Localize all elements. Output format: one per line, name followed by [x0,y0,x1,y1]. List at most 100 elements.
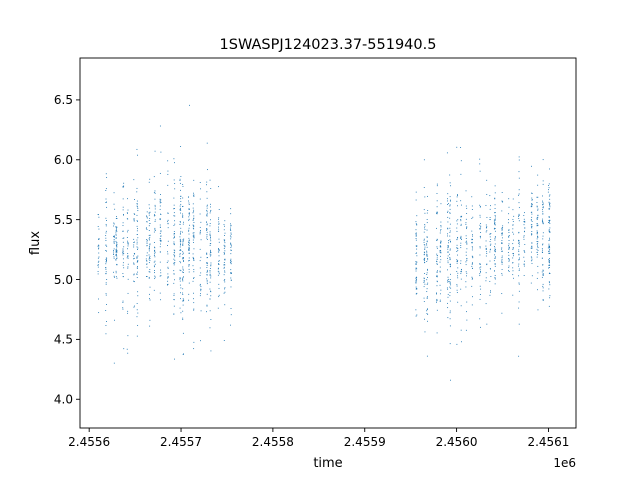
data-point [416,248,418,250]
data-point [542,235,544,237]
data-point [230,225,232,227]
data-point [489,219,491,221]
data-point [508,248,510,249]
data-point [182,278,184,280]
data-point [512,247,514,249]
data-point [494,219,496,221]
data-point [167,260,169,262]
data-point [154,252,156,254]
data-point [479,228,481,230]
data-point [199,198,201,200]
data-point [230,213,232,215]
data-point [548,267,549,269]
data-point [501,242,502,244]
data-point [465,254,467,256]
data-point [160,269,162,271]
data-point [423,241,425,243]
data-point [199,274,201,276]
data-point [134,253,136,255]
data-point [541,257,543,259]
data-point [173,231,175,233]
data-point [97,261,99,263]
data-point [415,234,417,236]
data-point [480,227,482,229]
data-point [436,263,438,265]
data-point [536,241,538,242]
data-point [174,252,175,254]
data-point [146,263,148,265]
data-point [231,272,232,274]
data-point [116,249,118,251]
data-point [180,270,182,272]
data-point [230,233,232,235]
data-point [174,188,176,190]
data-point [460,147,462,148]
data-point [183,299,185,301]
data-point [436,212,438,214]
data-point [523,238,525,240]
data-point [449,266,451,268]
data-point [541,251,543,253]
data-point [489,208,491,210]
data-point [531,231,533,232]
data-point [449,200,451,202]
data-point [113,251,115,253]
data-point [127,245,129,247]
data-point [518,355,520,357]
data-point [209,234,211,236]
data-point [460,160,462,162]
data-point [416,246,418,247]
data-point [199,233,201,235]
data-point [148,298,150,300]
data-point [183,353,184,355]
data-point [154,150,156,152]
data-point [449,292,451,293]
data-point [149,236,151,238]
data-point [447,269,448,271]
data-point [416,279,417,281]
data-point [494,223,496,225]
data-point [479,204,481,206]
data-point [113,223,115,225]
data-point [193,225,195,227]
data-point [472,296,473,298]
data-point [530,282,532,284]
data-point [501,255,503,257]
data-point [508,235,510,237]
data-point [188,293,190,295]
data-point [456,285,458,287]
y-tick-label: 4.0 [54,393,73,407]
data-point [490,291,491,293]
data-point [501,248,503,250]
data-point [137,210,139,212]
data-point [523,236,525,238]
data-point [416,288,418,290]
data-point [200,188,202,190]
data-point [548,183,550,185]
data-point [218,209,220,210]
data-point [480,271,481,273]
data-point [98,245,100,247]
data-point [149,178,151,180]
data-point [148,238,150,240]
data-point [200,286,202,288]
data-point [173,241,175,243]
data-point [480,223,482,224]
data-point [136,191,138,193]
data-point [182,216,184,218]
data-point [167,219,169,221]
data-point [122,307,124,309]
data-point [223,240,225,242]
data-point [193,222,195,223]
data-point [494,254,496,256]
data-point [122,264,124,266]
data-point [105,173,107,175]
data-point [188,265,190,267]
data-point [209,274,211,276]
data-point [148,250,150,252]
data-point [542,238,544,240]
data-point [523,215,525,217]
data-point [133,257,135,259]
data-point [193,211,195,213]
data-point [116,246,118,248]
